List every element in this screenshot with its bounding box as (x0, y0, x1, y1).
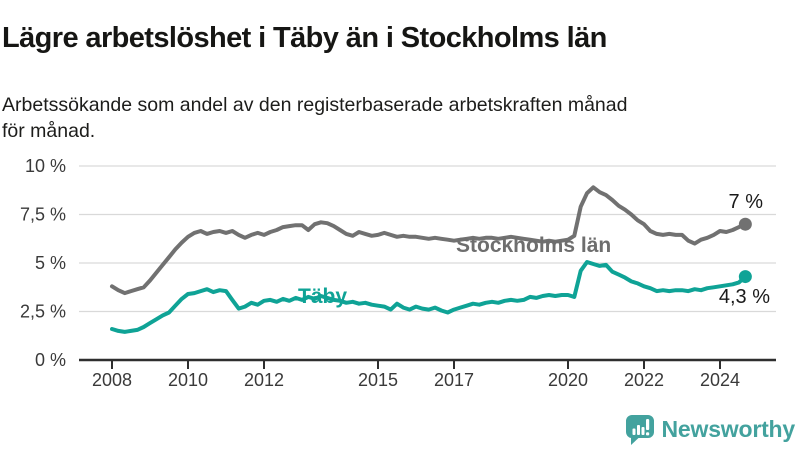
y-axis-tick-label: 10 % (25, 156, 66, 176)
y-axis-tick-label: 5 % (35, 253, 66, 273)
y-axis-tick-label: 2,5 % (20, 302, 66, 322)
x-axis-tick-label: 2020 (548, 370, 588, 390)
end-value-label-stockholms-l-n: 7 % (729, 191, 764, 213)
chart-subtitle-line1: Arbetssökande som andel av den registerb… (2, 93, 628, 116)
x-axis-tick-label: 2024 (700, 370, 740, 390)
x-axis-tick-label: 2008 (92, 370, 132, 390)
x-axis-tick-label: 2012 (244, 370, 284, 390)
newsworthy-logo[interactable]: Newsworthy (625, 413, 795, 446)
newsworthy-wordmark: Newsworthy (661, 416, 796, 442)
x-axis-tick-label: 2017 (434, 370, 474, 390)
x-axis-tick-label: 2015 (358, 370, 398, 390)
series-label-t-by: Täby (298, 285, 347, 308)
end-value-label-t-by: 4,3 % (719, 286, 770, 308)
y-axis-tick-label: 7,5 % (20, 205, 66, 225)
series-line-t-by (110, 260, 748, 334)
series-label-stockholms-l-n: Stockholms län (456, 234, 611, 257)
series-line-stockholms-l-n (110, 185, 748, 296)
newsworthy-bar-chart-bubble-icon (625, 415, 654, 445)
x-axis-tick-label: 2022 (624, 370, 664, 390)
chart-subtitle: Arbetssökande som andel av den registerb… (2, 92, 782, 144)
x-axis-tick-label: 2010 (168, 370, 208, 390)
series-end-dot-stockholms-l-n (738, 217, 752, 231)
chart-subtitle-line2: för månad. (2, 119, 96, 142)
chart-title: Lägre arbetslöshet i Täby än i Stockholm… (2, 22, 607, 55)
series-end-dot-t-by (738, 270, 752, 284)
y-axis-tick-label: 0 % (35, 350, 66, 370)
